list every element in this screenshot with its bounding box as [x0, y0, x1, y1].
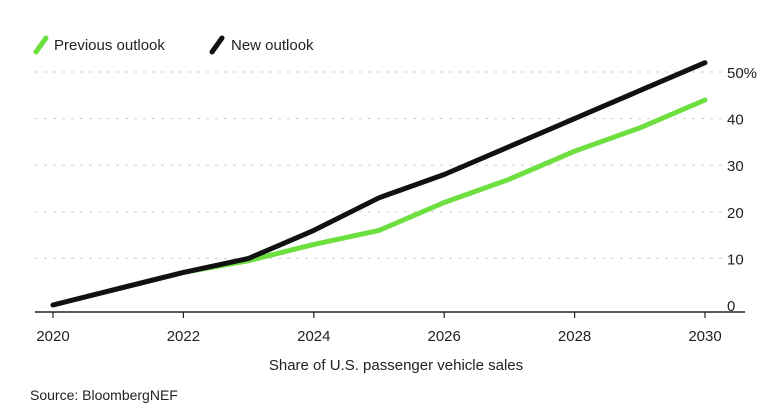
- x-tick-label: 2024: [297, 328, 330, 345]
- y-tick-label: 50%: [727, 65, 757, 82]
- legend-swatch-previous-outlook: [33, 35, 49, 55]
- y-tick-label: 0: [727, 298, 735, 315]
- series-line-previous-outlook: [50, 97, 708, 308]
- legend-swatch-new-outlook: [209, 35, 225, 55]
- x-axis-title: Share of U.S. passenger vehicle sales: [269, 357, 523, 374]
- y-tick-label: 40: [727, 112, 744, 129]
- series-lines: [50, 60, 708, 308]
- legend-label-previous-outlook: Previous outlook: [54, 37, 165, 54]
- legend-label-new-outlook: New outlook: [231, 37, 314, 54]
- x-axis-ticks: 2020 2022 2024 2026 2028 2030: [36, 312, 722, 345]
- legend: Previous outlook New outlook: [33, 35, 314, 55]
- legend-item-new-outlook: New outlook: [209, 35, 314, 55]
- y-tick-label: 30: [727, 158, 744, 175]
- source-note: Source: BloombergNEF: [30, 387, 178, 403]
- y-axis-ticks: 0 10 20 30 40 50%: [727, 65, 757, 315]
- x-tick-label: 2028: [558, 328, 591, 345]
- gridlines: [35, 71, 745, 259]
- y-tick-label: 10: [727, 251, 744, 268]
- x-tick-label: 2020: [36, 328, 69, 345]
- legend-item-previous-outlook: Previous outlook: [33, 35, 165, 55]
- x-tick-label: 2026: [428, 328, 461, 345]
- x-tick-label: 2030: [688, 328, 721, 345]
- y-tick-label: 20: [727, 205, 744, 222]
- x-tick-label: 2022: [167, 328, 200, 345]
- series-line-new-outlook: [50, 60, 708, 308]
